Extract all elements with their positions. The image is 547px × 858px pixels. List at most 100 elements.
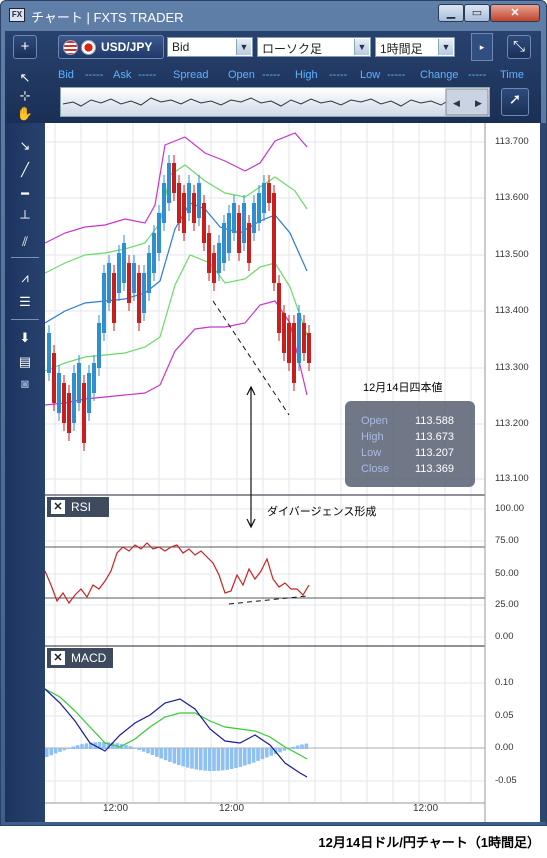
line-tool-icon[interactable]: ↘ xyxy=(19,138,31,153)
candle-body xyxy=(172,163,176,193)
macd-histogram-bar xyxy=(53,748,58,754)
crosshair-icon[interactable]: ⊹ xyxy=(19,88,31,103)
list-icon[interactable]: ▤ xyxy=(18,354,32,369)
candle-body xyxy=(192,193,196,223)
macd-histogram-bar xyxy=(67,747,71,749)
add-symbol-button[interactable]: + xyxy=(13,35,37,59)
download-icon[interactable]: ⬇ xyxy=(19,330,31,345)
divergence-price-line xyxy=(212,300,290,416)
candle-body xyxy=(272,193,276,283)
candle-body xyxy=(292,323,296,383)
macd-tick: 0.00 xyxy=(495,742,514,753)
macd-histogram-bar xyxy=(141,748,146,752)
macd-histogram-bar xyxy=(84,743,89,749)
quote-label-spread: Spread xyxy=(173,69,209,81)
fibonacci-icon[interactable]: ⩘ xyxy=(21,270,29,285)
rsi-panel-tab[interactable]: ✕ RSI xyxy=(47,497,109,517)
maximize-button[interactable]: ▭ xyxy=(464,4,490,22)
chart-svg xyxy=(45,123,486,822)
rsi-tick: 0.00 xyxy=(495,631,514,642)
candle-body xyxy=(177,183,181,223)
title-bar[interactable]: FX チャート | FXTS TRADER ▁ ▭ ✕ xyxy=(1,1,546,29)
minimize-button[interactable]: ▁ xyxy=(438,4,464,22)
timeframe-dropdown[interactable]: 1時間足 ▼ xyxy=(375,37,455,57)
rsi-tick: 75.00 xyxy=(495,535,519,546)
price-tick: 113.400 xyxy=(495,305,529,316)
camera-icon[interactable]: ◙ xyxy=(21,376,29,391)
overview-navigator[interactable]: ◀ ▶ xyxy=(60,87,490,117)
macd-histogram-bar xyxy=(207,748,212,771)
channel-icon[interactable]: ⫽ xyxy=(22,234,28,249)
vertical-scrollbar[interactable] xyxy=(540,123,546,822)
candle-body xyxy=(197,183,201,218)
price-panel xyxy=(45,132,311,451)
time-tick: 12:00 xyxy=(413,803,439,814)
symbol-selector[interactable]: USD/JPY xyxy=(58,35,164,59)
app-icon: FX xyxy=(9,8,25,22)
trendline-icon[interactable]: ╱ xyxy=(21,162,29,177)
time-tick: 12:00 xyxy=(219,803,245,814)
macd-tick: 0.10 xyxy=(495,677,514,688)
price-type-dropdown[interactable]: Bid ▼ xyxy=(167,37,253,57)
scroll-to-latest-button[interactable]: ➚ xyxy=(501,88,529,116)
rsi-panel-label: RSI xyxy=(71,500,92,514)
toolbar-scroll-button[interactable]: ▸ xyxy=(471,33,493,61)
macd-histogram-bar xyxy=(229,748,234,770)
drawing-tools-sidebar: ↖ ⊹ ✋ ↘ ╱ ━ ┴ ⫽ ⩘ ☰ ⬇ ▤ ◙ xyxy=(5,70,45,822)
candle-body xyxy=(52,353,56,403)
macd-signal-line xyxy=(45,688,308,760)
chevron-down-icon: ▼ xyxy=(354,39,369,55)
candle-body xyxy=(302,323,306,353)
macd-histogram-bar xyxy=(111,742,115,749)
ohlc-annotation-box: Open 113.588 High 113.673 Low 113.207 Close… xyxy=(345,401,475,487)
close-panel-icon[interactable]: ✕ xyxy=(51,500,65,514)
macd-histogram-bar xyxy=(278,748,282,753)
macd-histogram-bar xyxy=(155,748,159,757)
close-button[interactable]: ✕ xyxy=(490,4,540,22)
macd-histogram-bar xyxy=(62,748,67,751)
macd-panel-tab[interactable]: ✕ MACD xyxy=(47,648,113,668)
tool-separator xyxy=(11,257,39,258)
tool-separator xyxy=(11,319,39,320)
chart-grid xyxy=(45,123,485,804)
fib-retracement-icon[interactable]: ☰ xyxy=(19,294,31,309)
macd-histogram-bar xyxy=(150,748,155,756)
macd-histogram-bar xyxy=(49,748,53,756)
detach-chart-button[interactable]: ⤡ xyxy=(507,35,531,59)
macd-histogram-bar xyxy=(234,748,238,769)
candle-body xyxy=(222,223,226,263)
vertical-line-icon[interactable]: ┴ xyxy=(20,210,30,225)
macd-histogram-bar xyxy=(137,748,141,751)
candle-body xyxy=(202,203,206,243)
chart-type-dropdown[interactable]: ローソク足 ▼ xyxy=(257,37,371,57)
macd-histogram-bar xyxy=(177,748,181,766)
rsi-tick: 100.00 xyxy=(495,503,525,514)
macd-histogram-bar xyxy=(238,748,243,767)
macd-histogram-bar xyxy=(71,746,75,749)
bollinger-inner-lower-line xyxy=(45,254,308,372)
time-tick: 12:00 xyxy=(103,803,129,814)
macd-histogram-bar xyxy=(256,748,260,761)
chart-area[interactable]: 113.700 113.600 113.500 113.400 113.300 … xyxy=(45,123,540,822)
candle-body xyxy=(107,263,111,303)
cursor-icon[interactable]: ↖ xyxy=(19,70,31,85)
candle-body xyxy=(217,243,221,273)
horizontal-line-icon[interactable]: ━ xyxy=(21,186,29,201)
macd-histogram-bar xyxy=(199,748,203,771)
candle-body xyxy=(77,363,81,403)
bollinger-lower-line xyxy=(45,300,308,406)
us-flag-icon xyxy=(63,40,78,55)
macd-histogram-bar xyxy=(216,748,221,771)
macd-histogram-bar xyxy=(243,748,247,766)
macd-histogram-bar xyxy=(300,744,304,749)
candle-body xyxy=(277,283,281,333)
candle-body xyxy=(297,313,301,363)
hand-icon[interactable]: ✋ xyxy=(16,106,34,121)
macd-histogram-bar xyxy=(194,748,199,770)
candle-body xyxy=(247,223,251,263)
macd-histogram-bar xyxy=(146,748,150,754)
close-panel-icon[interactable]: ✕ xyxy=(51,651,65,665)
quote-value-high: ----- xyxy=(329,69,348,81)
rsi-panel xyxy=(45,542,485,605)
candle-body xyxy=(152,233,156,273)
